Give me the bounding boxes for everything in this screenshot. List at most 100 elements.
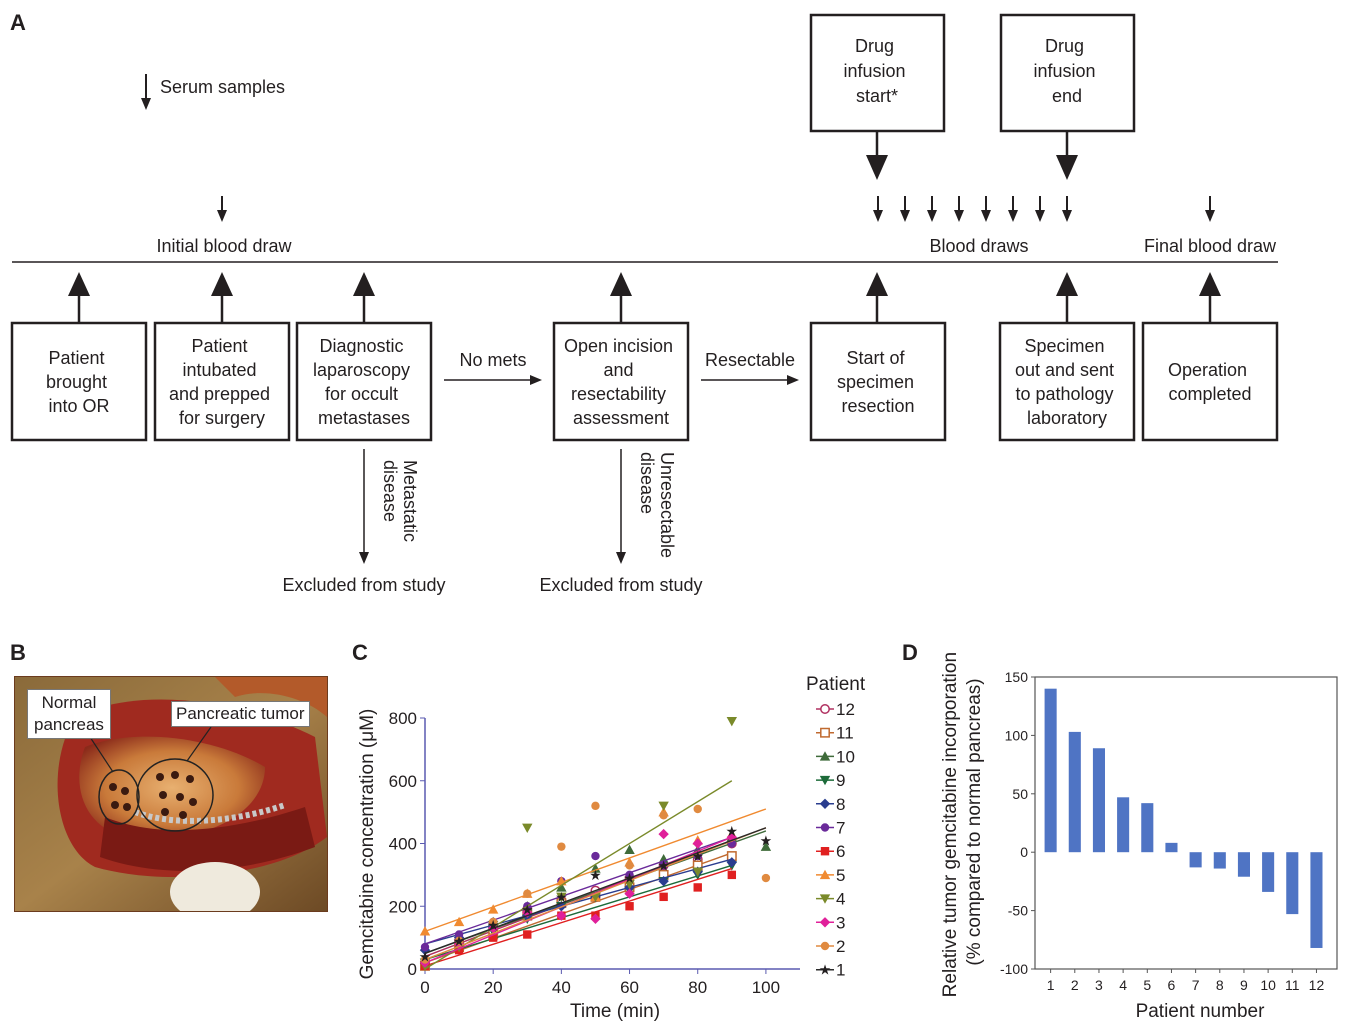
x-tick-label-c: 60: [620, 978, 639, 997]
y-axis-label-d-line: (% compared to normal pancreas): [964, 678, 985, 965]
panel-a-label: A: [10, 10, 26, 35]
svg-text:Drug infusion end: Drug infusion end: [1033, 36, 1100, 106]
data-point-patient-10: [624, 844, 635, 854]
serum-samples-label: Serum samples: [160, 77, 285, 97]
data-point-patient-4: [726, 716, 738, 727]
legend-label-9: 9: [836, 771, 845, 790]
up-arrow-icon: [1199, 272, 1221, 322]
drug-end-line: Drug: [1045, 36, 1084, 56]
data-point-patient-3: [658, 828, 669, 840]
y-tick-label-d: 0: [1020, 844, 1028, 860]
legend-marker-10: [819, 751, 831, 761]
data-point-patient-1: ★: [419, 948, 432, 964]
bar-patient-6: [1165, 842, 1178, 853]
plot-area-c: 0 20 40 60 80 100 0 200 400 600 800 ★ ★ ★ ★ ★ ★ ★ ★ ★ ★ ★: [389, 709, 800, 997]
blood-draw-arrow-icon: [1062, 196, 1072, 222]
up-arrow-icon: [610, 272, 632, 322]
drug-start-line: Drug: [855, 36, 894, 56]
unresectable-disease-label: Unresectable disease: [637, 452, 677, 563]
blood-draw-arrow-icon: [981, 196, 991, 222]
svg-text:Drug infusion star: Drug infusion start*: [843, 36, 910, 106]
data-point-patient-5: [419, 926, 431, 936]
drug-end-line: infusion: [1033, 61, 1095, 81]
step-line: for occult: [325, 384, 398, 404]
bar-patient-1: [1044, 688, 1057, 853]
panel-c-label: C: [352, 640, 368, 665]
serum-samples-arrow-icon: [141, 74, 151, 110]
x-tick-label-d: 11: [1285, 977, 1300, 993]
blood-draw-arrow-icon: [873, 196, 883, 222]
data-point-patient-1: ★: [760, 832, 773, 848]
y-tick-label-d: -100: [1000, 961, 1028, 977]
trend-line-patient-7: [424, 836, 733, 945]
metastatic-line: disease: [380, 460, 400, 522]
step-line: Open incision: [564, 336, 673, 356]
up-arrow-icon: [353, 272, 375, 322]
data-point-patient-2: [761, 873, 771, 883]
legend-marker-2: [820, 941, 830, 951]
legend-label-11: 11: [836, 724, 854, 743]
step-line: brought: [46, 372, 107, 392]
legend-marker-3: [819, 917, 831, 928]
data-point-patient-2: [659, 811, 668, 820]
data-point-patient-10: [658, 853, 669, 864]
x-tick-label-d: 7: [1192, 977, 1200, 993]
trend-line-patient-5: [424, 808, 767, 933]
data-point-patient-2: [523, 889, 532, 898]
legend-marker-8: [819, 798, 831, 809]
data-point-patient-10: [556, 882, 567, 892]
data-point-patient-5: [487, 904, 499, 914]
bar-patient-9: [1237, 852, 1250, 877]
legend-marker-5: [819, 869, 831, 880]
y-tick-label-c: 200: [389, 897, 417, 916]
svg-text:Patient brought in: Patient brought into OR: [46, 348, 112, 416]
up-arrow-icon: [211, 272, 233, 322]
y-tick-label-c: 0: [408, 960, 417, 979]
step-line: to pathology: [1015, 384, 1113, 404]
x-axis-label-d: Patient number: [1136, 1001, 1266, 1022]
legend-c: 12 11 10 9 8 7 6 5 4 3 2★ 1: [816, 700, 855, 980]
y-axis-label-c: Gemcitabine concentration (μM): [357, 709, 378, 980]
data-point-patient-7: [591, 851, 600, 861]
trend-line-patient-2: [424, 827, 767, 961]
x-tick-label-d: 9: [1240, 977, 1248, 993]
data-point-patient-1: ★: [555, 889, 568, 905]
step-box-start-resection: Start of specimen resection: [809, 321, 947, 442]
excluded-label-2: Excluded from study: [539, 575, 702, 595]
data-point-patient-1: ★: [453, 933, 466, 949]
data-point-patient-5: [453, 916, 465, 927]
step-line: and prepped: [169, 384, 270, 404]
specimen-image: [15, 677, 327, 911]
blood-draw-arrow-icon: [927, 196, 937, 222]
surgical-specimen-photo: Normal pancreas Pancreatic tumor: [14, 676, 328, 912]
legend-label-10: 10: [836, 747, 855, 766]
unresectable-line: disease: [637, 452, 657, 514]
normal-pancreas-line: pancreas: [34, 715, 104, 734]
x-tick-label-d: 10: [1260, 977, 1276, 993]
x-tick-label-d: 3: [1095, 977, 1103, 993]
legend-marker-6: [820, 847, 830, 856]
x-tick-label-d: 12: [1309, 977, 1325, 993]
data-point-patient-6: [693, 883, 702, 892]
gemcitabine-concentration-chart: C 0 20 40 60 80 100 0 200 400 600 800 ★ ★ ★ ★ ★ ★ ★ ★ ★ ★ ★ T…: [352, 640, 866, 1022]
final-blood-draw-arrow-icon: [1205, 196, 1215, 222]
bar-patient-11: [1286, 852, 1299, 915]
step-line: completed: [1168, 384, 1251, 404]
legend-marker-9: [819, 775, 831, 786]
bar-patient-4: [1117, 797, 1130, 853]
data-point-patient-4: [624, 880, 635, 890]
data-point-patient-2: [693, 804, 702, 814]
trend-line-patient-8: [424, 858, 733, 945]
up-arrow-icon: [68, 272, 90, 322]
y-tick-label-c: 400: [389, 835, 417, 854]
data-point-patient-1: ★: [691, 848, 704, 864]
step-line: for surgery: [179, 408, 265, 428]
data-point-patient-6: [523, 930, 532, 939]
step-line: resectability: [571, 384, 666, 404]
step-box-patient-intubated: Patient intubated and prepped for surger…: [153, 321, 291, 442]
step-line: resection: [841, 396, 914, 416]
data-point-patient-2: [557, 842, 566, 851]
x-tick-label-d: 2: [1071, 977, 1079, 993]
drug-infusion-end-box: Drug infusion end: [999, 13, 1136, 180]
